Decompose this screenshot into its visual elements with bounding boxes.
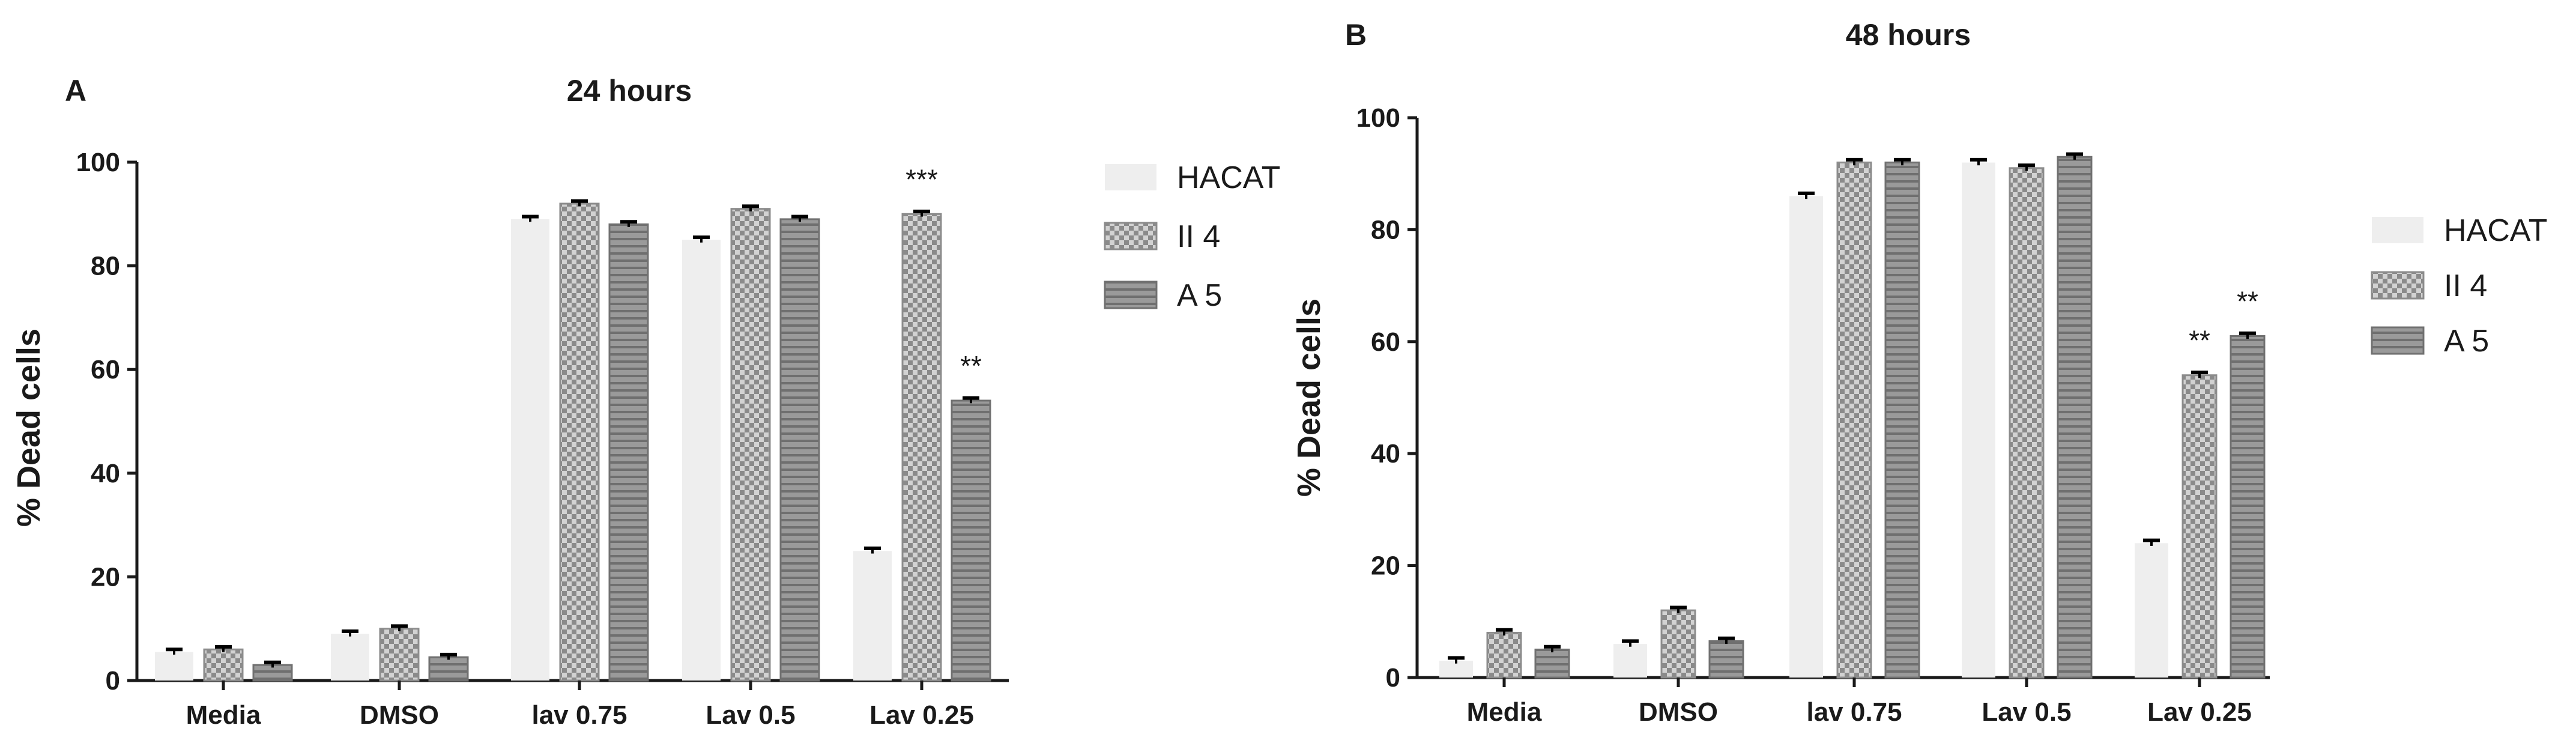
bar-ii-4-dmso	[1660, 609, 1696, 679]
bar-ii-4-lav-0-25	[2181, 374, 2218, 679]
panel-label: A	[65, 74, 86, 108]
legend-label-hacat: HACAT	[2444, 213, 2547, 248]
x-tick-label: Lav 0.25	[2147, 697, 2252, 727]
panel-label: B	[1345, 18, 1367, 52]
bar-hacat-lav-0-5	[682, 240, 721, 681]
significance-marker: **	[2237, 285, 2258, 317]
x-tick-label: Media	[1467, 697, 1542, 727]
legend-label-ii-4: II 4	[1177, 219, 1220, 254]
bar-ii-4-dmso	[379, 628, 420, 682]
legend-label-a-5: A 5	[1177, 278, 1222, 313]
chart-panel-a: A 24 hours % Dead cells 0 20 40 60 80 100 Med…	[11, 74, 1280, 730]
x-tick-label: Media	[186, 700, 261, 730]
chart-title: 24 hours	[567, 74, 692, 108]
x-tick-label: DMSO	[1639, 697, 1718, 727]
bar-hacat-lav-0-5	[1962, 162, 1995, 678]
bar-a-5-lav-0-75	[1884, 162, 1920, 679]
bar-a-5-lav-0-5	[779, 218, 820, 682]
significance-marker: ***	[906, 163, 938, 195]
bar-hacat-media	[1439, 661, 1473, 678]
bar-ii-4-lav-0-25	[901, 213, 942, 682]
chart-panel-b: B 48 hours % Dead cells 0 20 40 60 80 100 Med…	[1291, 18, 2547, 727]
y-tick-label: 20	[91, 562, 120, 592]
bar-ii-4-media	[203, 648, 244, 682]
bar-a-5-media	[1534, 648, 1570, 679]
bar-hacat-lav-0-75	[511, 219, 549, 681]
y-tick-label: 80	[91, 252, 120, 281]
bar-ii-4-media	[1486, 631, 1522, 679]
legend-swatch-a-5	[2371, 326, 2425, 355]
legend-swatch-hacat	[2372, 217, 2423, 243]
bar-ii-4-lav-0-5	[730, 208, 771, 682]
y-tick-label: 40	[91, 459, 120, 488]
bar-ii-4-lav-0-75	[559, 202, 600, 682]
bar-a-5-dmso	[1708, 640, 1744, 679]
bar-hacat-lav-0-25	[853, 551, 892, 681]
y-tick-label: 20	[1371, 551, 1400, 581]
legend-swatch-hacat	[1105, 164, 1156, 190]
x-tick-label: DMSO	[360, 700, 439, 730]
x-tick-label: Lav 0.5	[706, 700, 795, 730]
bar-ii-4-lav-0-5	[2009, 167, 2045, 679]
y-tick-label: 80	[1371, 215, 1400, 244]
y-tick-label: 100	[76, 148, 120, 177]
legend: HACAT II 4 A 5	[1104, 160, 1280, 313]
bar-a-5-lav-0-25	[2230, 335, 2266, 679]
legend-label-hacat: HACAT	[1177, 160, 1280, 195]
legend-label-ii-4: II 4	[2444, 268, 2487, 303]
bar-hacat-dmso	[1613, 644, 1647, 678]
bar-a-5-lav-0-5	[2057, 156, 2093, 679]
y-axis-label: % Dead cells	[11, 329, 47, 527]
bar-hacat-dmso	[331, 634, 369, 681]
y-tick-label: 40	[1371, 439, 1400, 469]
x-tick-label: lav 0.75	[1806, 697, 1902, 727]
x-tick-label: Lav 0.25	[869, 700, 974, 730]
significance-marker: **	[960, 350, 982, 381]
y-tick-label: 60	[91, 355, 120, 384]
x-tick-label: Lav 0.5	[1982, 697, 2071, 727]
legend: HACAT II 4 A 5	[2371, 213, 2547, 359]
legend-label-a-5: A 5	[2444, 324, 2489, 359]
bar-a-5-dmso	[428, 656, 469, 682]
legend-swatch-ii-4	[2371, 271, 2425, 300]
bar-ii-4-lav-0-75	[1836, 162, 1872, 679]
bar-a-5-lav-0-25	[951, 399, 991, 682]
y-tick-label: 60	[1371, 327, 1400, 357]
y-axis-label: % Dead cells	[1291, 299, 1327, 497]
chart-title: 48 hours	[1846, 18, 1971, 52]
y-tick-label: 0	[1386, 663, 1400, 693]
y-tick-label: 100	[1356, 103, 1400, 133]
legend-swatch-ii-4	[1104, 222, 1158, 250]
significance-marker: **	[2189, 325, 2210, 356]
bar-hacat-lav-0-75	[1789, 196, 1823, 678]
legend-swatch-a-5	[1104, 280, 1158, 309]
x-tick-label: lav 0.75	[531, 700, 627, 730]
bar-hacat-media	[155, 652, 193, 681]
bar-a-5-lav-0-75	[608, 223, 649, 682]
y-tick-label: 0	[106, 666, 120, 696]
bar-hacat-lav-0-25	[2135, 543, 2168, 678]
